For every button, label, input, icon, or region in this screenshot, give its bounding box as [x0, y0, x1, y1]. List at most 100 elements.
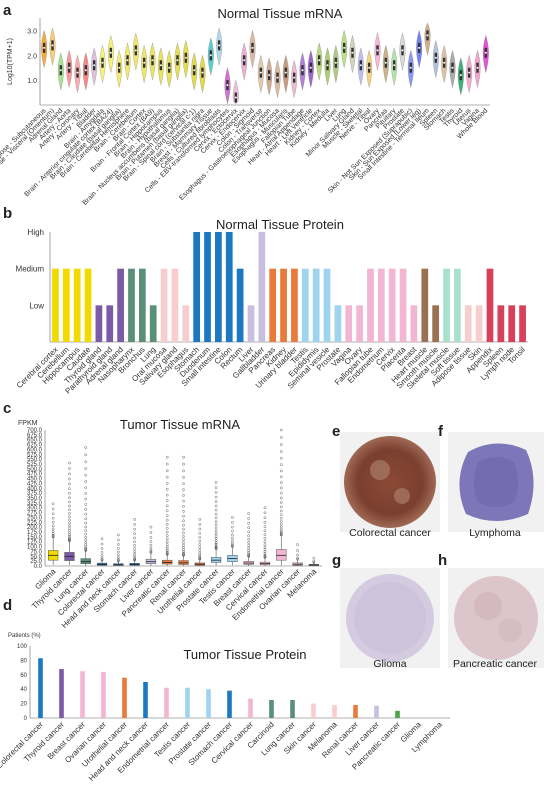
chart-b-bar-esophagus: [182, 305, 190, 342]
chart-c-outlier-prostate-cancer: [214, 541, 218, 544]
chart-c-outlier-thyroid-cancer: [68, 529, 71, 533]
chart-c-outlier-testis-cancer: [231, 539, 234, 543]
ihc-caption-pancreatic: Pancreatic cancer: [452, 658, 538, 670]
chart-c-outlier-stomach-cancer: [133, 518, 136, 521]
chart-c-outlier-testis-cancer: [231, 516, 234, 519]
chart-c-outlier-lung-cancer: [84, 517, 88, 521]
chart-b-ytick-label: Medium: [16, 265, 45, 274]
chart-b-bar-caudate: [84, 268, 92, 342]
chart-c-outlier-lung-cancer: [84, 480, 88, 483]
chart-b-ytick-label: High: [28, 228, 44, 237]
chart-c-outlier-prostate-cancer: [214, 535, 218, 538]
chart-c-outlier-lung-cancer: [84, 467, 88, 470]
chart-c-outlier-breast-cancer: [247, 534, 250, 537]
chart-a-violin-median-colon-sigmoid: [251, 46, 254, 49]
chart-c-outlier-endometrial-cancer: [279, 450, 283, 453]
chart-b-bar-lung: [149, 305, 157, 342]
chart-c-outlier-endometrial-cancer: [279, 523, 283, 526]
chart-c-ytick-label: 250.0: [27, 515, 43, 521]
chart-c-outlier-stomach-cancer: [133, 536, 136, 540]
panel-letter-d: d: [3, 597, 13, 614]
chart-c-ytick-label: 625.0: [27, 443, 43, 449]
chart-c-outlier-thyroid-cancer: [68, 477, 71, 481]
chart-d-ytick-label: 20: [20, 702, 27, 708]
chart-b-ytick-label: Low: [29, 301, 44, 310]
chart-c-outlier-thyroid-cancer: [68, 508, 71, 512]
chart-c-outlier-endometrial-cancer: [279, 516, 283, 520]
panel-letter-e: e: [332, 423, 341, 440]
chart-c-outlier-breast-cancer: [247, 552, 250, 556]
chart-a-violin-median-heart-left-ventricle: [309, 66, 312, 69]
chart-c-ytick-label: 125.0: [27, 540, 43, 546]
chart-c-ytick-label: 650.0: [27, 438, 43, 444]
chart-c-outlier-urothelial-cancer: [198, 543, 202, 546]
chart-c-outlier-thyroid-cancer: [68, 487, 71, 491]
chart-c-outlier-testis-cancer: [231, 521, 234, 524]
chart-d-bar-melanoma: [332, 705, 337, 718]
chart-c-outlier-urothelial-cancer: [198, 523, 202, 526]
chart-c-outlier-testis-cancer: [231, 525, 234, 529]
chart-c-outlier-lung-cancer: [84, 503, 88, 506]
panel-letter-g: g: [332, 552, 342, 569]
chart-a-violin-cervix-ectocervix: [232, 79, 239, 104]
chart-c-outlier-pancreatic-cancer: [165, 534, 169, 537]
chart-c-outlier-liver-cancer: [149, 525, 153, 529]
chart-c-outlier-urothelial-cancer: [198, 555, 202, 559]
chart-c-outlier-endometrial-cancer: [279, 491, 283, 495]
chart-d-ytick-label: 0: [24, 716, 28, 722]
chart-a-violin-median-brain-cortex: [143, 61, 146, 64]
chart-c-outlier-pancreatic-cancer: [165, 527, 169, 530]
chart-c-outlier-pancreatic-cancer: [165, 469, 169, 473]
chart-c-ytick-label: 600.0: [27, 447, 43, 453]
chart-b-bar-tonsil: [519, 305, 526, 342]
chart-b-bar-spleen: [497, 305, 505, 342]
chart-b-bar-thyroid-gland: [95, 305, 103, 342]
chart-b-bar-small-intestine: [215, 232, 222, 342]
chart-d-bar-thyroid-cancer: [59, 669, 64, 718]
chart-c-outlier-renal-cancer: [182, 462, 185, 466]
panel-letter-a: a: [3, 2, 12, 19]
chart-c-ytick-label: 200.0: [27, 525, 43, 531]
chart-c-outlier-glioma: [51, 532, 55, 535]
chart-c-outlier-cervical-cancer: [263, 545, 267, 549]
chart-d-bar-renal-cancer: [353, 705, 358, 718]
chart-c-outlier-head-and-neck-cancer: [117, 538, 120, 542]
chart-c-ytick-label: 675.0: [27, 433, 43, 439]
chart-c-outlier-renal-cancer: [182, 553, 185, 557]
ihc-image-colorectal: [340, 432, 440, 532]
chart-c-outlier-urothelial-cancer: [198, 549, 202, 552]
chart-c-outlier-endometrial-cancer: [279, 513, 283, 517]
chart-c-outlier-prostate-cancer: [214, 526, 218, 530]
chart-c-outlier-endometrial-cancer: [279, 486, 283, 490]
chart-b-bar-skeletal-muscle: [443, 268, 450, 342]
chart-c-outlier-liver-cancer: [149, 549, 153, 552]
chart-c-ytick-label: 700.0: [27, 428, 43, 434]
chart-a-violin-median-brain-caudate-basal-ganglia: [118, 66, 121, 69]
chart-b-bar-placenta: [399, 268, 407, 342]
chart-c-outlier-prostate-cancer: [214, 504, 218, 508]
chart-c-outlier-lung-cancer: [84, 525, 88, 529]
chart-c-outlier-cervical-cancer: [263, 536, 267, 540]
chart-c-outlier-head-and-neck-cancer: [117, 533, 120, 537]
chart-a-violin-median-kidney-medulla: [326, 64, 329, 67]
chart-c-outlier-thyroid-cancer: [68, 504, 71, 508]
chart-c-outlier-head-and-neck-cancer: [117, 550, 120, 554]
chart-c-ytick-label: 500.0: [27, 467, 43, 473]
chart-a-violin-median-cervix-ectocervix: [234, 96, 237, 99]
chart-c-outlier-stomach-cancer: [133, 549, 136, 553]
chart-a-violin-median-artery-tibial: [84, 69, 87, 72]
chart-b-bar-smooth-muscle: [432, 305, 440, 342]
chart-c-outlier-lung-cancer: [84, 529, 88, 532]
chart-a-violin-median-vagina: [476, 66, 479, 69]
chart-c-outlier-urothelial-cancer: [198, 546, 202, 550]
chart-c-outlier-renal-cancer: [182, 527, 185, 531]
chart-d-bar-head-and-neck-cancer: [143, 682, 148, 718]
chart-c-outlier-pancreatic-cancer: [165, 475, 169, 479]
chart-c-outlier-pancreatic-cancer: [165, 549, 169, 553]
chart-c-outlier-glioma: [51, 535, 55, 538]
chart-c-outlier-lung-cancer: [84, 548, 88, 551]
chart-a-violin-median-brain-frontal-cortex-ba9: [151, 59, 154, 62]
chart-c-outlier-lung-cancer: [84, 535, 88, 539]
chart-a-ytick-label: 3.0: [27, 28, 37, 35]
